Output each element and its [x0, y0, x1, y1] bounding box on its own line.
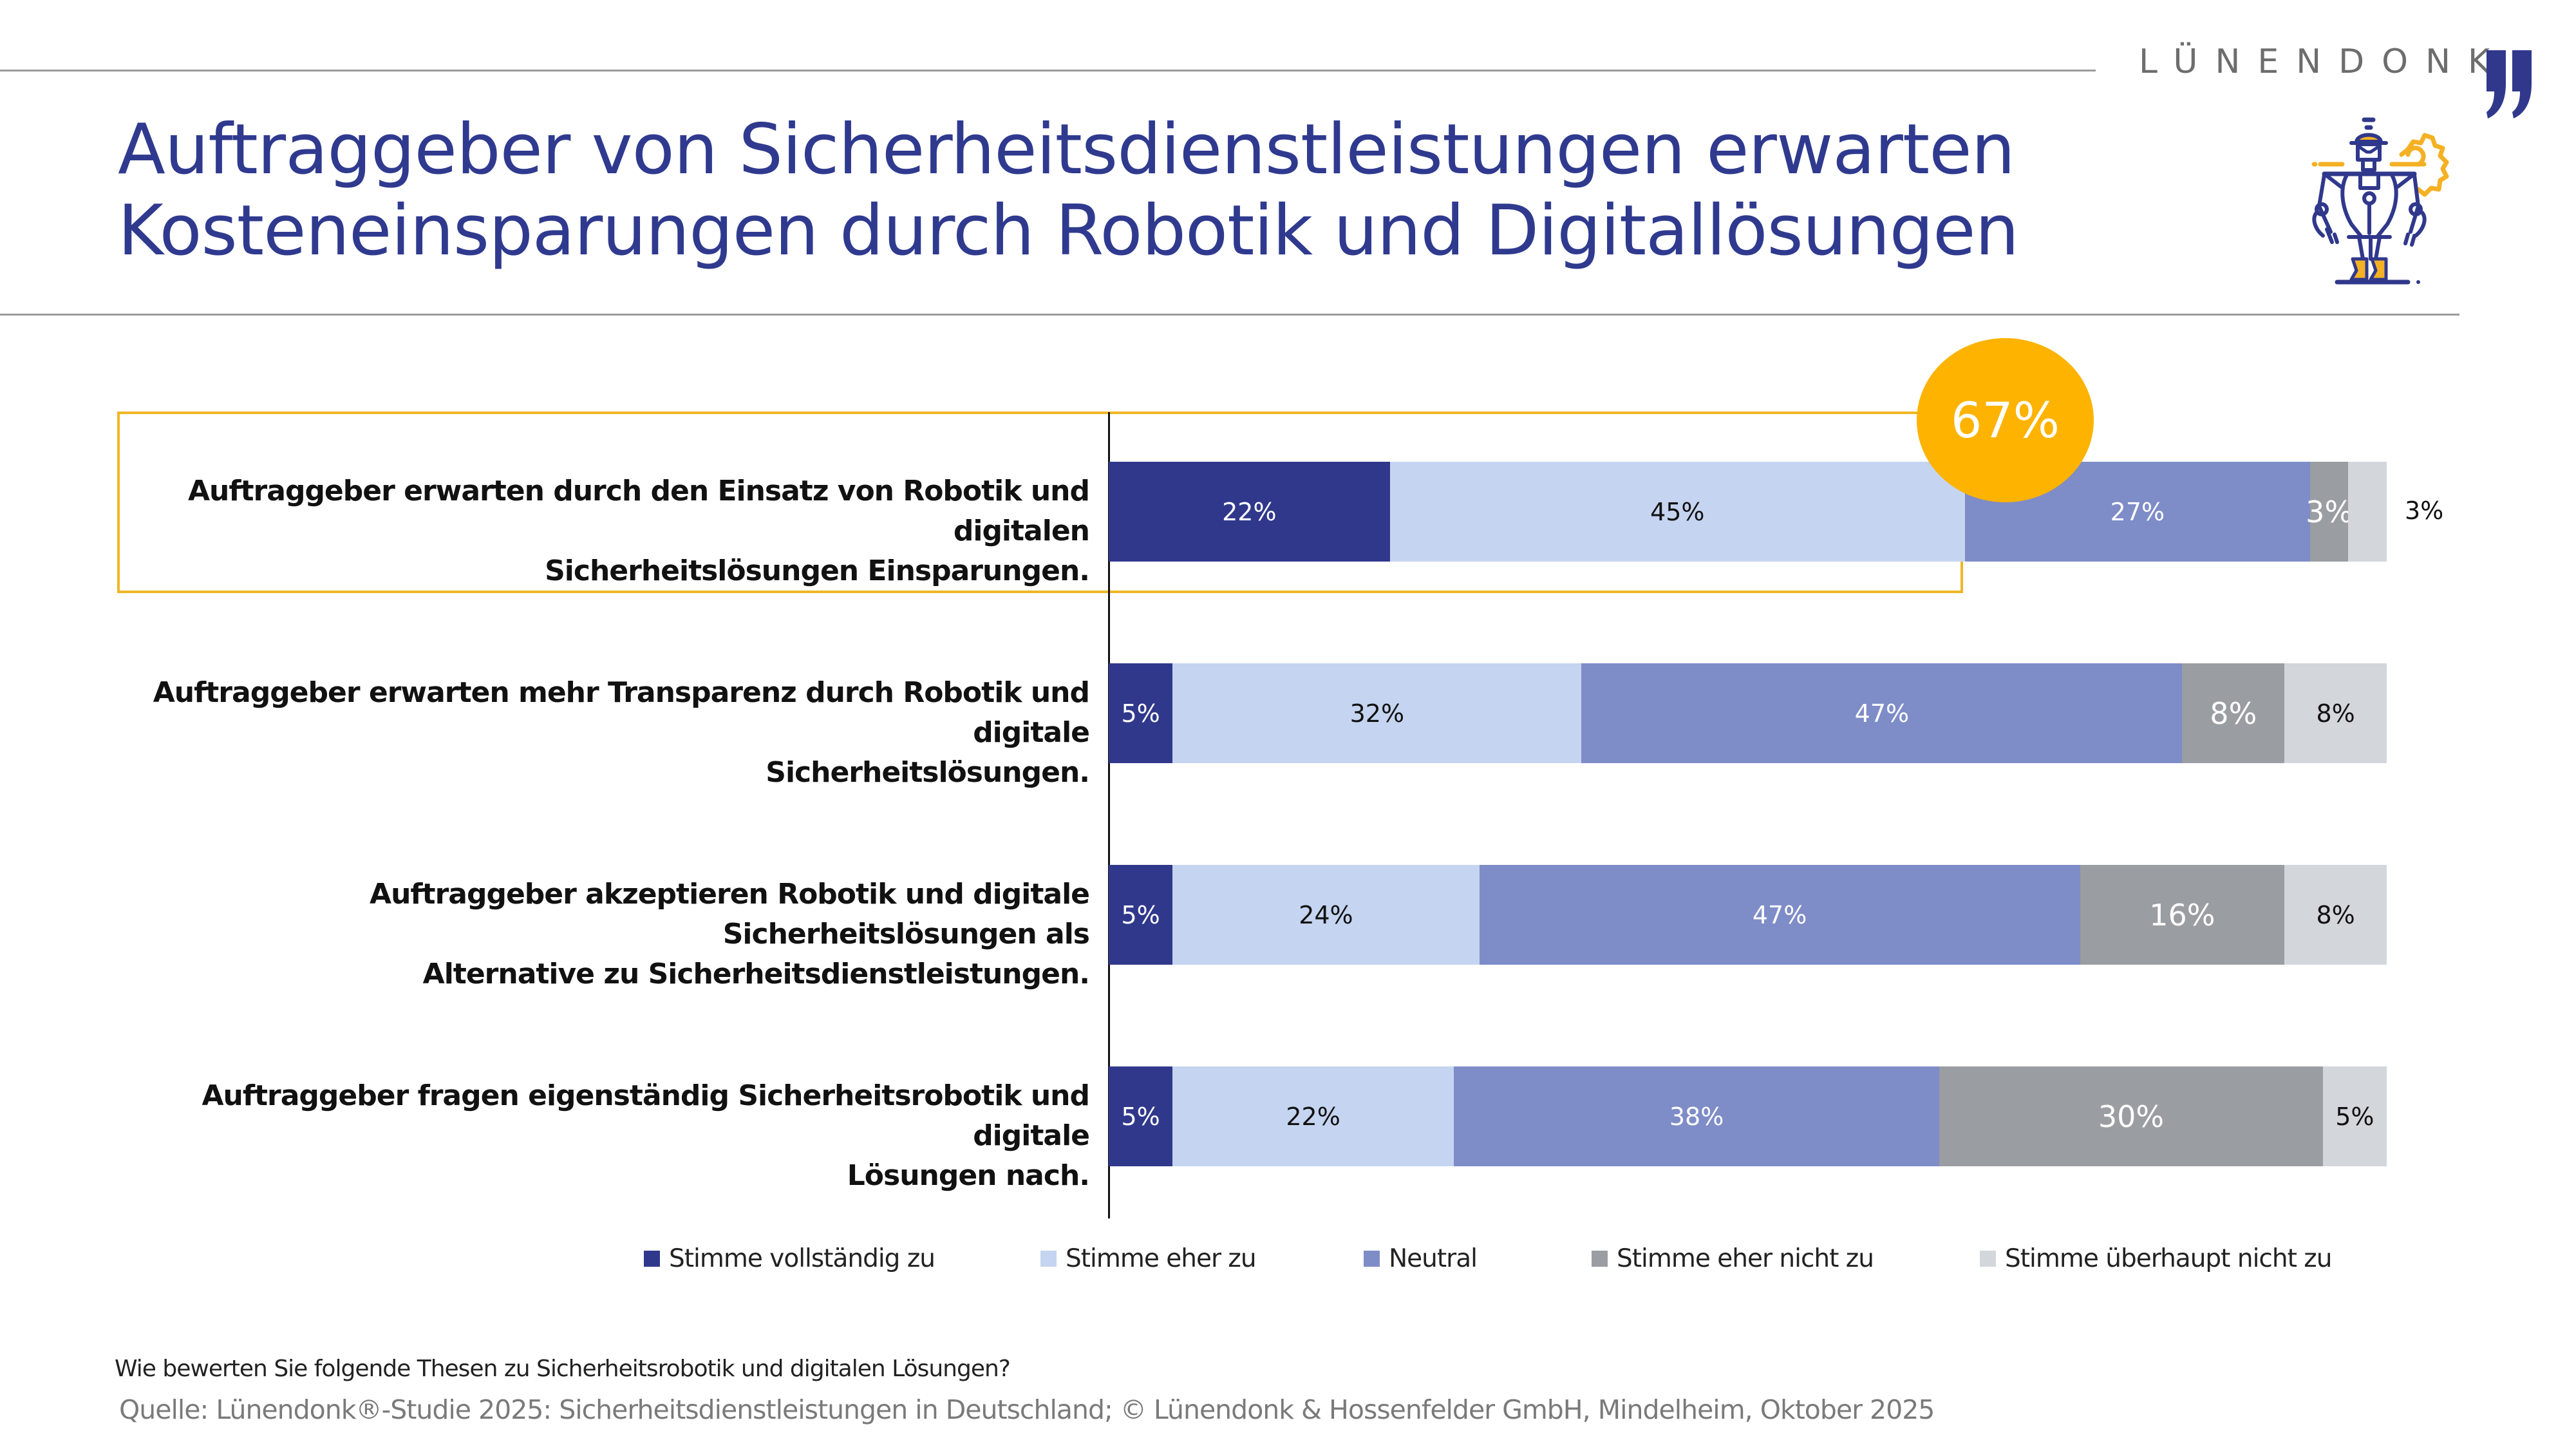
legend-swatch	[1592, 1250, 1608, 1267]
bar-value-label: 24%	[1299, 900, 1353, 929]
page-title-line-1: Auftraggeber von Sicherheitsdienstleistu…	[118, 109, 2015, 190]
bar-segment: 5%	[1109, 1066, 1173, 1166]
legend-swatch	[1040, 1250, 1057, 1267]
bar-segment: 22%	[1172, 1066, 1454, 1166]
page-title-line-2: Kosteneinsparungen durch Robotik und Dig…	[118, 191, 2019, 271]
source-note: Quelle: Lünendonk®-Studie 2025: Sicherhe…	[119, 1394, 1935, 1425]
category-label-line: Auftraggeber akzeptieren Robotik und dig…	[370, 878, 1090, 951]
bar-segment: 5%	[1109, 663, 1173, 763]
header-rule-bottom	[0, 314, 2459, 316]
legend-label: Stimme überhaupt nicht zu	[2005, 1244, 2332, 1273]
bar-value-label: 47%	[1752, 900, 1807, 929]
bar-segment: 5%	[1109, 865, 1173, 965]
bar-segment: 8%	[2284, 865, 2387, 965]
bar-value-label: 3%	[2306, 494, 2353, 529]
brand-name: LÜNENDONK	[2139, 43, 2508, 81]
bar-value-label: 38%	[1669, 1102, 1724, 1131]
category-label-line: Auftraggeber fragen eigenständig Sicherh…	[202, 1079, 1090, 1152]
legend-swatch	[1980, 1250, 1996, 1267]
bar-segment: 24%	[1172, 865, 1480, 965]
bar-segment: 30%	[1939, 1066, 2323, 1166]
category-label-line: Auftraggeber erwarten durch den Einsatz …	[188, 475, 1090, 547]
bar-value-label: 8%	[2316, 900, 2355, 929]
page-title: Auftraggeber von Sicherheitsdienstleistu…	[118, 109, 2242, 272]
bar-segment: 22%	[1109, 462, 1390, 562]
legend-label: Stimme eher zu	[1066, 1244, 1257, 1273]
category-label: Auftraggeber erwarten mehr Transparenz d…	[103, 673, 1090, 793]
bar-value-label: 5%	[1121, 699, 1160, 728]
category-label-line: Alternative zu Sicherheitsdienstleistung…	[422, 958, 1090, 990]
bar-value-label: 45%	[1650, 497, 1705, 526]
bar-segment: 47%	[1581, 663, 2183, 763]
bar-segment: 8%	[2284, 663, 2387, 763]
bar-value-label: 8%	[2316, 699, 2355, 728]
bar-value-label: 5%	[1121, 900, 1160, 929]
category-label: Auftraggeber erwarten durch den Einsatz …	[103, 471, 1090, 591]
category-label-line: Lösungen nach.	[847, 1159, 1090, 1192]
category-label-line: Auftraggeber erwarten mehr Transparenz d…	[153, 676, 1090, 749]
bar-value-label: 27%	[2110, 497, 2165, 526]
legend-label: Stimme vollständig zu	[669, 1244, 935, 1273]
robot-with-gear-icon	[2311, 117, 2449, 285]
legend-item: Neutral	[1364, 1244, 1478, 1273]
bar-value-label: 5%	[2335, 1102, 2374, 1131]
bar-segment: 16%	[2080, 865, 2285, 965]
bar-value-label: 8%	[2210, 696, 2257, 731]
bar-value-label: 47%	[1854, 699, 1910, 728]
bar-segment	[2348, 462, 2387, 562]
bar-value-label: 5%	[1121, 1102, 1160, 1131]
bar-segment: 45%	[1389, 462, 1965, 562]
category-label: Auftraggeber fragen eigenständig Sicherh…	[103, 1076, 1090, 1196]
category-label-line: Sicherheitslösungen Einsparungen.	[545, 554, 1090, 587]
bar-value-label: 22%	[1286, 1102, 1340, 1131]
bar-segment: 38%	[1453, 1066, 1940, 1166]
category-label-line: Sicherheitslösungen.	[766, 756, 1090, 789]
bar-value-label: 22%	[1222, 497, 1277, 526]
bar-value-label: 30%	[2098, 1099, 2165, 1134]
legend-swatch	[644, 1250, 660, 1267]
legend-item: Stimme überhaupt nicht zu	[1980, 1244, 2332, 1273]
double-quote-icon	[2487, 50, 2532, 118]
legend-item: Stimme eher nicht zu	[1592, 1244, 1874, 1273]
bar-segment: 32%	[1172, 663, 1582, 763]
bar-value-label: 16%	[2149, 897, 2215, 933]
category-label: Auftraggeber akzeptieren Robotik und dig…	[103, 875, 1090, 994]
category-axis-line	[1108, 412, 1110, 1218]
legend-label: Neutral	[1389, 1244, 1478, 1273]
bar-value-label: 3%	[2405, 496, 2444, 525]
highlight-badge: 67%	[1917, 338, 2094, 502]
bar-value-label: 32%	[1349, 699, 1405, 728]
bar-segment: 47%	[1479, 865, 2080, 965]
bar-segment: 5%	[2322, 1066, 2387, 1166]
legend-swatch	[1364, 1250, 1380, 1267]
legend-item: Stimme eher zu	[1040, 1244, 1257, 1273]
survey-question: Wie bewerten Sie folgende Thesen zu Sich…	[115, 1356, 1011, 1382]
legend-item: Stimme vollständig zu	[644, 1244, 935, 1273]
header-rule-top	[0, 70, 2096, 71]
legend-label: Stimme eher nicht zu	[1617, 1244, 1874, 1273]
bar-segment: 8%	[2182, 663, 2285, 763]
bar-segment: 3%	[2306, 462, 2353, 562]
